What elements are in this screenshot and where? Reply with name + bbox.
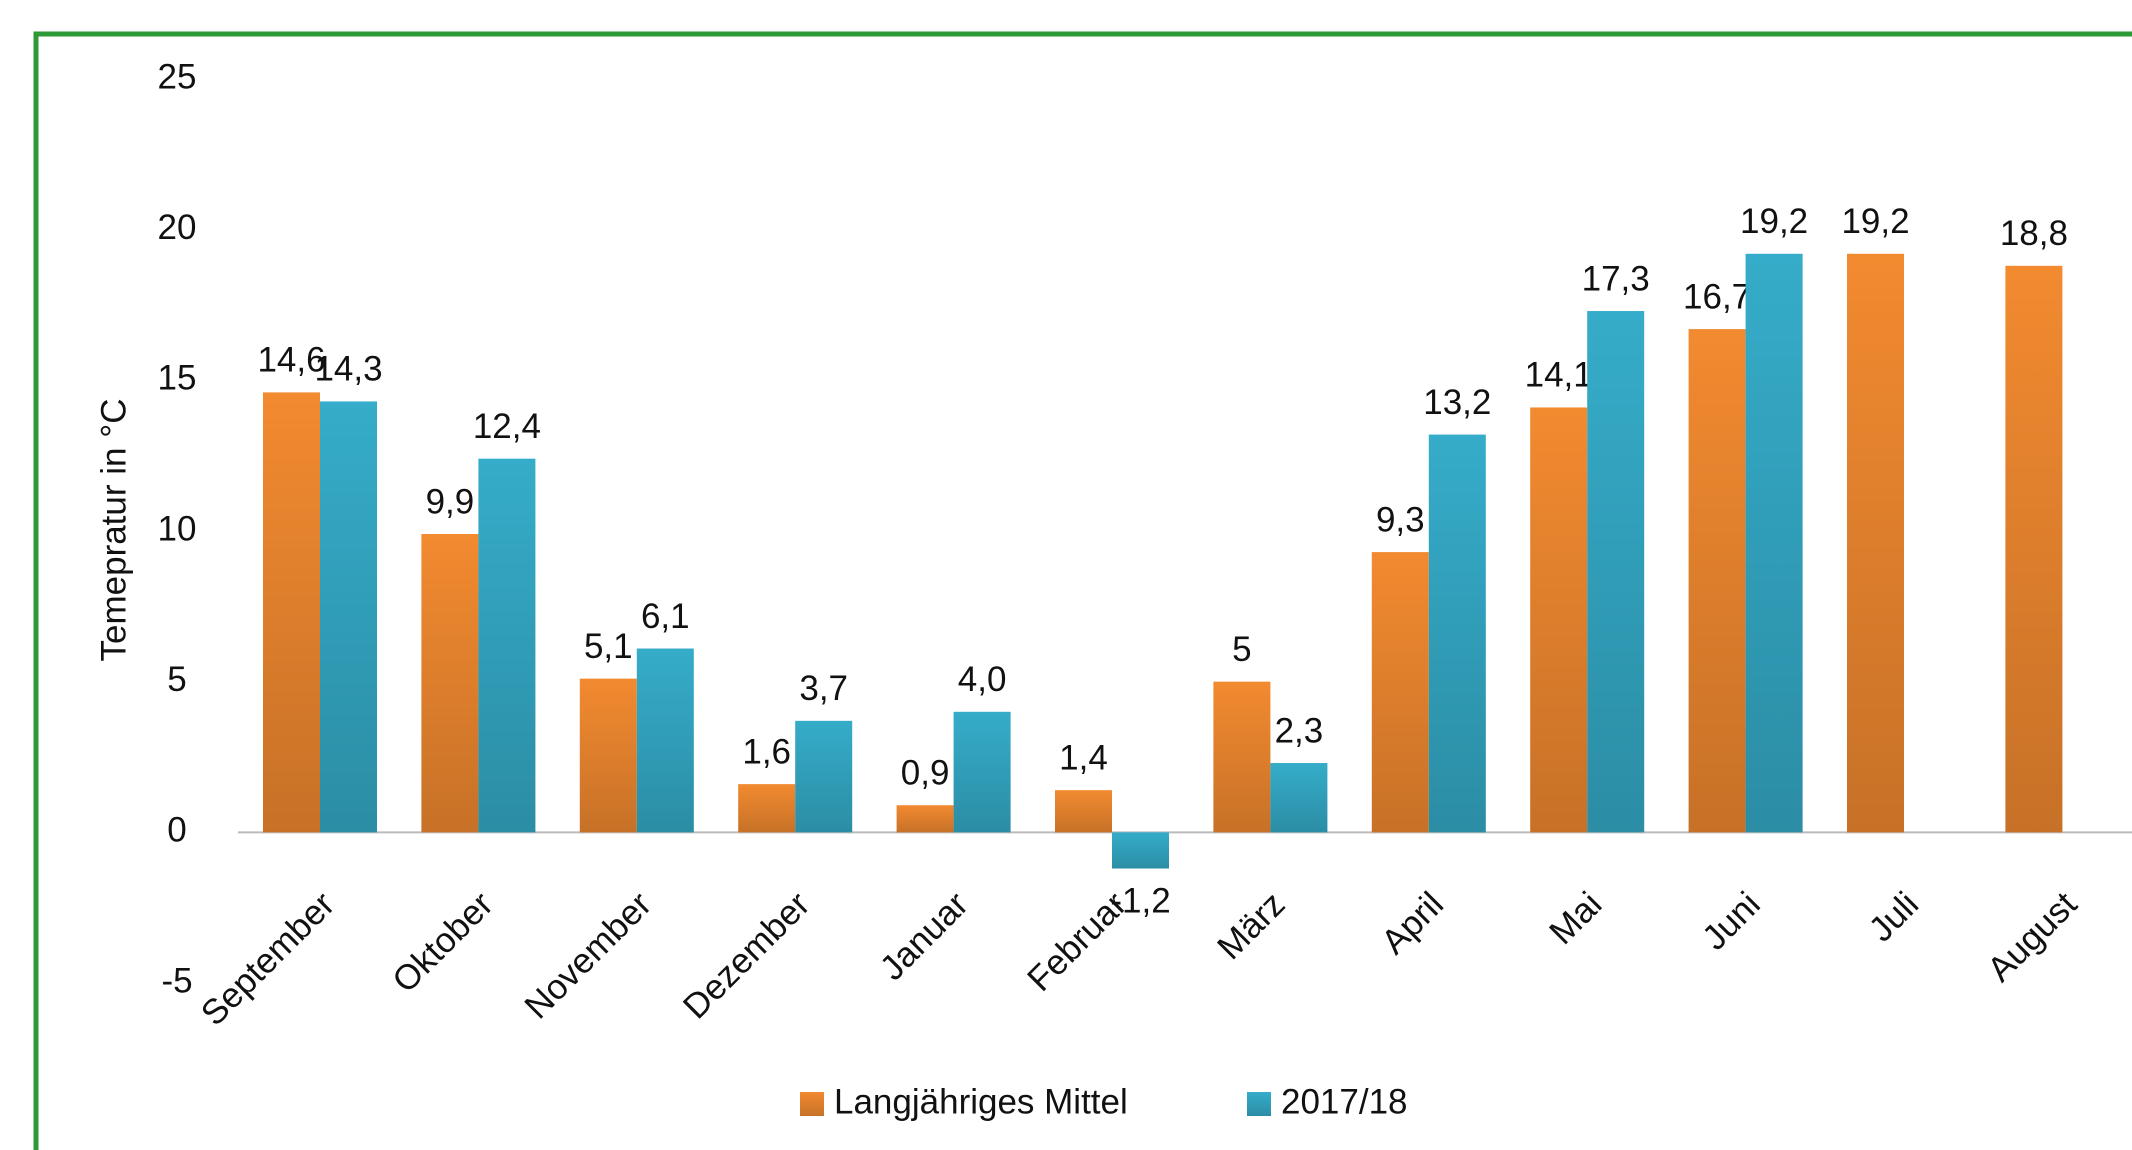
- data-label: 14,6: [257, 341, 325, 380]
- data-label: 9,9: [426, 482, 475, 521]
- data-label: 12,4: [473, 407, 541, 446]
- bar-shade: [1371, 552, 1429, 833]
- bar-shade: [421, 534, 479, 833]
- bar-shade: [1270, 763, 1328, 833]
- x-tick-label: November: [517, 884, 659, 1026]
- legend-swatch-shade: [1247, 1092, 1271, 1116]
- data-label: 5,1: [584, 627, 633, 666]
- bar-shade: [1112, 832, 1169, 869]
- y-tick-label: 10: [158, 509, 197, 548]
- bar-shade: [579, 678, 637, 833]
- y-axis-label: Temepratur in °C: [94, 399, 133, 662]
- data-label: 19,2: [1740, 202, 1808, 241]
- data-label: 19,2: [1841, 202, 1909, 241]
- bar-shade: [738, 784, 796, 833]
- data-label: 2,3: [1275, 711, 1324, 750]
- data-label: 14,3: [314, 350, 382, 389]
- bar-shade: [795, 720, 853, 833]
- bar-shade: [1428, 434, 1486, 833]
- x-tick-label: April: [1374, 885, 1451, 962]
- x-tick-label: Januar: [873, 884, 976, 987]
- y-tick-label: 0: [167, 811, 186, 850]
- bar-shade: [478, 458, 536, 833]
- bar-shade: [1213, 681, 1271, 833]
- x-tick-label: Dezember: [676, 884, 818, 1026]
- data-label: 13,2: [1423, 383, 1491, 422]
- data-label: 16,7: [1683, 277, 1751, 316]
- y-tick-label: 25: [158, 57, 197, 96]
- data-label: 14,1: [1525, 356, 1593, 395]
- data-label: 5: [1232, 630, 1251, 669]
- data-label: 1,6: [742, 732, 791, 771]
- bar-shade: [636, 648, 694, 833]
- x-tick-label: Juli: [1861, 885, 1926, 950]
- x-tick-label: August: [1980, 884, 2085, 989]
- data-label: 9,3: [1376, 500, 1425, 539]
- x-tick-label: Mai: [1542, 885, 1609, 952]
- data-label: 3,7: [799, 669, 848, 708]
- bar-shade: [1530, 407, 1588, 833]
- bar-shade: [1055, 790, 1112, 833]
- y-tick-label: 15: [158, 359, 197, 398]
- legend-label: 2017/18: [1281, 1082, 1408, 1121]
- bar-shade: [1688, 329, 1746, 833]
- data-label: 4,0: [958, 660, 1007, 699]
- frame: [33, 31, 2132, 1150]
- bar-shade: [263, 392, 320, 833]
- legend-swatch-shade: [800, 1092, 824, 1116]
- data-label: 17,3: [1582, 259, 1650, 298]
- x-tick-label: Oktober: [385, 884, 501, 1000]
- x-tick-label: Juni: [1695, 885, 1768, 958]
- bar-shade: [2005, 265, 2063, 833]
- x-tick-label: September: [194, 884, 343, 1033]
- bar-shade: [1587, 311, 1645, 833]
- bar-shade: [1847, 253, 1904, 833]
- data-label: -1,2: [1110, 882, 1170, 921]
- data-label: 0,9: [901, 753, 950, 792]
- bar-shade: [896, 805, 954, 833]
- legend-label: Langjähriges Mittel: [834, 1082, 1128, 1121]
- bar-shade: [1745, 253, 1803, 833]
- data-label: 6,1: [641, 597, 690, 636]
- y-tick-label: 20: [158, 208, 197, 247]
- y-tick-label: 5: [167, 660, 186, 699]
- bar-shade: [320, 401, 377, 833]
- bar-shade: [953, 711, 1011, 833]
- x-tick-label: März: [1210, 885, 1293, 968]
- data-label: 18,8: [2000, 214, 2068, 253]
- data-label: 1,4: [1059, 738, 1108, 777]
- y-tick-label: -5: [161, 961, 192, 1000]
